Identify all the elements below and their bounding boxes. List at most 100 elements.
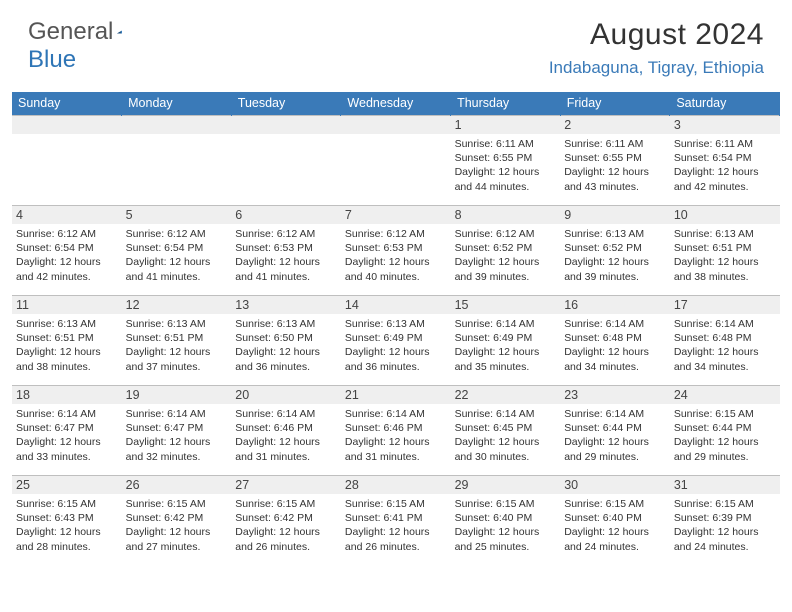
sunrise-text: Sunrise: 6:14 AM xyxy=(345,407,447,421)
sunrise-text: Sunrise: 6:13 AM xyxy=(674,227,776,241)
sunset-text: Sunset: 6:51 PM xyxy=(126,331,228,345)
week-row: 11Sunrise: 6:13 AMSunset: 6:51 PMDayligh… xyxy=(12,296,780,386)
day-details: Sunrise: 6:12 AMSunset: 6:52 PMDaylight:… xyxy=(455,227,557,284)
sunrise-text: Sunrise: 6:15 AM xyxy=(345,497,447,511)
sunrise-text: Sunrise: 6:14 AM xyxy=(16,407,118,421)
day-header-row: Sunday Monday Tuesday Wednesday Thursday… xyxy=(12,92,780,116)
day-number: 28 xyxy=(341,476,451,494)
day-cell: 1Sunrise: 6:11 AMSunset: 6:55 PMDaylight… xyxy=(451,116,561,206)
daylight-text: Daylight: 12 hours and 36 minutes. xyxy=(345,345,447,373)
day-details: Sunrise: 6:14 AMSunset: 6:47 PMDaylight:… xyxy=(16,407,118,464)
day-cell: 10Sunrise: 6:13 AMSunset: 6:51 PMDayligh… xyxy=(670,206,780,296)
sunrise-text: Sunrise: 6:12 AM xyxy=(16,227,118,241)
sunrise-text: Sunrise: 6:15 AM xyxy=(235,497,337,511)
sunset-text: Sunset: 6:51 PM xyxy=(674,241,776,255)
sunrise-text: Sunrise: 6:13 AM xyxy=(235,317,337,331)
sunset-text: Sunset: 6:54 PM xyxy=(16,241,118,255)
title-block: August 2024 Indabaguna, Tigray, Ethiopia xyxy=(549,18,764,78)
daylight-text: Daylight: 12 hours and 44 minutes. xyxy=(455,165,557,193)
daylight-text: Daylight: 12 hours and 39 minutes. xyxy=(455,255,557,283)
day-cell: 9Sunrise: 6:13 AMSunset: 6:52 PMDaylight… xyxy=(560,206,670,296)
logo-triangle-icon xyxy=(117,22,122,42)
day-details: Sunrise: 6:14 AMSunset: 6:47 PMDaylight:… xyxy=(126,407,228,464)
day-details: Sunrise: 6:13 AMSunset: 6:51 PMDaylight:… xyxy=(126,317,228,374)
day-details: Sunrise: 6:14 AMSunset: 6:45 PMDaylight:… xyxy=(455,407,557,464)
daylight-text: Daylight: 12 hours and 31 minutes. xyxy=(235,435,337,463)
location-subtitle: Indabaguna, Tigray, Ethiopia xyxy=(549,58,764,78)
sunrise-text: Sunrise: 6:13 AM xyxy=(345,317,447,331)
daylight-text: Daylight: 12 hours and 31 minutes. xyxy=(345,435,447,463)
day-cell: 30 Sunrise: 6:15 AMSunset: 6:40 PMDayligh… xyxy=(560,476,670,566)
sunrise-text: Sunrise: 6:15 AM xyxy=(455,497,557,511)
sunset-text: Sunset: 6:50 PM xyxy=(235,331,337,345)
sunrise-text: Sunrise: 6:11 AM xyxy=(455,137,557,151)
day-cell: 13Sunrise: 6:13 AMSunset: 6:50 PMDayligh… xyxy=(231,296,341,386)
sunrise-text: Sunrise: 6:12 AM xyxy=(345,227,447,241)
day-details: Sunrise: 6:15 AMSunset: 6:40 PMDaylight:… xyxy=(455,497,557,554)
day-details: Sunrise: 6:13 AMSunset: 6:49 PMDaylight:… xyxy=(345,317,447,374)
col-wednesday: Wednesday xyxy=(341,92,451,116)
daylight-text: Daylight: 12 hours and 37 minutes. xyxy=(126,345,228,373)
day-cell: 8Sunrise: 6:12 AMSunset: 6:52 PMDaylight… xyxy=(451,206,561,296)
day-cell: 21 Sunrise: 6:14 AMSunset: 6:46 PMDayligh… xyxy=(341,386,451,476)
day-number: 6 xyxy=(231,206,341,224)
sunrise-text: Sunrise: 6:15 AM xyxy=(16,497,118,511)
page-header: General August 2024 Indabaguna, Tigray, … xyxy=(0,0,792,86)
daylight-text: Daylight: 12 hours and 34 minutes. xyxy=(564,345,666,373)
sunset-text: Sunset: 6:41 PM xyxy=(345,511,447,525)
daylight-text: Daylight: 12 hours and 41 minutes. xyxy=(126,255,228,283)
sunset-text: Sunset: 6:53 PM xyxy=(235,241,337,255)
day-cell: 26Sunrise: 6:15 AMSunset: 6:42 PMDayligh… xyxy=(122,476,232,566)
day-cell: 23Sunrise: 6:14 AMSunset: 6:44 PMDayligh… xyxy=(560,386,670,476)
day-details: Sunrise: 6:12 AMSunset: 6:53 PMDaylight:… xyxy=(235,227,337,284)
day-details: Sunrise: 6:14 AMSunset: 6:46 PMDaylight:… xyxy=(345,407,447,464)
sunrise-text: Sunrise: 6:12 AM xyxy=(455,227,557,241)
day-number: 23 xyxy=(560,386,670,404)
daylight-text: Daylight: 12 hours and 43 minutes. xyxy=(564,165,666,193)
day-number: 20 xyxy=(231,386,341,404)
sunset-text: Sunset: 6:49 PM xyxy=(455,331,557,345)
daylight-text: Daylight: 12 hours and 25 minutes. xyxy=(455,525,557,553)
day-details: Sunrise: 6:15 AMSunset: 6:39 PMDaylight:… xyxy=(674,497,776,554)
sunset-text: Sunset: 6:42 PM xyxy=(126,511,228,525)
day-number: 2 xyxy=(560,116,670,134)
daylight-text: Daylight: 12 hours and 34 minutes. xyxy=(674,345,776,373)
day-number: 21 xyxy=(341,386,451,404)
day-number: 4 xyxy=(12,206,122,224)
daylight-text: Daylight: 12 hours and 33 minutes. xyxy=(16,435,118,463)
daylight-text: Daylight: 12 hours and 24 minutes. xyxy=(674,525,776,553)
day-details: Sunrise: 6:15 AMSunset: 6:40 PMDaylight:… xyxy=(564,497,666,554)
day-number: 14 xyxy=(341,296,451,314)
day-number: 3 xyxy=(670,116,780,134)
day-number: 16 xyxy=(560,296,670,314)
sunrise-text: Sunrise: 6:13 AM xyxy=(16,317,118,331)
day-number: 19 xyxy=(122,386,232,404)
day-number: 17 xyxy=(670,296,780,314)
col-sunday: Sunday xyxy=(12,92,122,116)
day-cell: 19 Sunrise: 6:14 AMSunset: 6:47 PMDayligh… xyxy=(122,386,232,476)
sunrise-text: Sunrise: 6:11 AM xyxy=(564,137,666,151)
sunrise-text: Sunrise: 6:14 AM xyxy=(235,407,337,421)
daylight-text: Daylight: 12 hours and 39 minutes. xyxy=(564,255,666,283)
day-cell xyxy=(122,116,232,206)
daylight-text: Daylight: 12 hours and 42 minutes. xyxy=(674,165,776,193)
sunset-text: Sunset: 6:52 PM xyxy=(455,241,557,255)
sunset-text: Sunset: 6:44 PM xyxy=(564,421,666,435)
day-details: Sunrise: 6:13 AMSunset: 6:52 PMDaylight:… xyxy=(564,227,666,284)
day-cell: 22Sunrise: 6:14 AMSunset: 6:45 PMDayligh… xyxy=(451,386,561,476)
day-number: 25 xyxy=(12,476,122,494)
sunset-text: Sunset: 6:48 PM xyxy=(564,331,666,345)
day-cell: 17Sunrise: 6:14 AMSunset: 6:48 PMDayligh… xyxy=(670,296,780,386)
sunrise-text: Sunrise: 6:14 AM xyxy=(126,407,228,421)
sunset-text: Sunset: 6:44 PM xyxy=(674,421,776,435)
sunset-text: Sunset: 6:54 PM xyxy=(126,241,228,255)
day-number xyxy=(231,116,341,134)
sunrise-text: Sunrise: 6:12 AM xyxy=(235,227,337,241)
sunset-text: Sunset: 6:49 PM xyxy=(345,331,447,345)
calendar-body: 1Sunrise: 6:11 AMSunset: 6:55 PMDaylight… xyxy=(12,116,780,566)
day-cell: 28Sunrise: 6:15 AMSunset: 6:41 PMDayligh… xyxy=(341,476,451,566)
day-cell: 16Sunrise: 6:14 AMSunset: 6:48 PMDayligh… xyxy=(560,296,670,386)
sunset-text: Sunset: 6:55 PM xyxy=(455,151,557,165)
day-number: 30 xyxy=(560,476,670,494)
sunset-text: Sunset: 6:54 PM xyxy=(674,151,776,165)
